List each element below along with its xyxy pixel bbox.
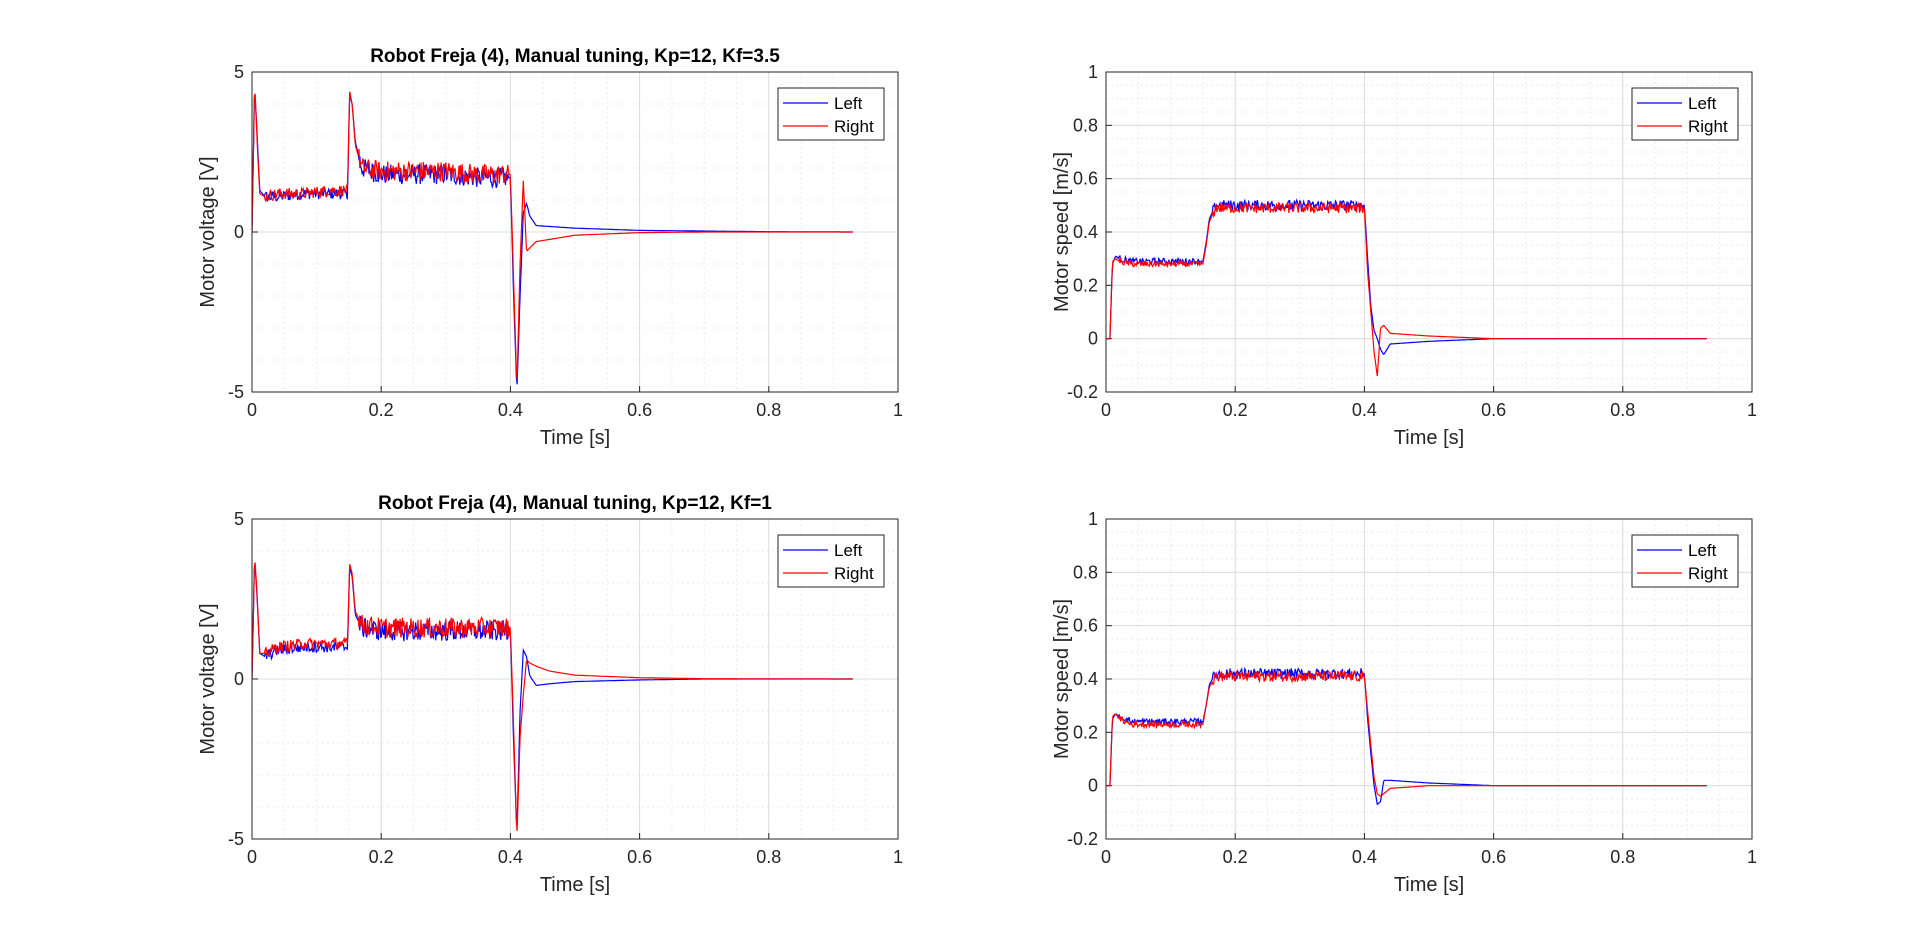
series-line-right — [1106, 201, 1707, 377]
legend-box — [777, 534, 885, 588]
legend-box — [1631, 87, 1739, 141]
y-tick-label: -0.2 — [1067, 829, 1098, 849]
legend: Left Right — [1631, 534, 1739, 588]
y-tick-label: 0.6 — [1073, 169, 1098, 189]
x-tick-label: 0 — [1101, 400, 1111, 420]
x-tick-label: 0.8 — [1610, 847, 1635, 867]
legend-box — [777, 87, 885, 141]
legend-label-left: Left — [834, 94, 863, 113]
axes-box — [1105, 71, 1753, 393]
x-axis-label: Time [s] — [1394, 874, 1464, 896]
axes-box — [251, 71, 899, 393]
legend-label-left: Left — [1688, 541, 1717, 560]
axes-box — [1105, 518, 1753, 840]
x-tick-label: 1 — [1747, 400, 1757, 420]
legend-label-left: Left — [1688, 94, 1717, 113]
x-tick-label: 0.8 — [756, 847, 781, 867]
series-line-right — [1106, 669, 1707, 797]
y-tick-label: 0.4 — [1073, 222, 1098, 242]
legend: Left Right — [777, 534, 885, 588]
y-tick-label: 1 — [1088, 62, 1098, 82]
y-tick-label: 0 — [1088, 329, 1098, 349]
x-tick-label: 0.4 — [1352, 847, 1377, 867]
x-tick-label: 0.6 — [1481, 847, 1506, 867]
legend-box — [1631, 534, 1739, 588]
x-tick-label: 0.2 — [1223, 847, 1248, 867]
y-tick-label: 0.8 — [1073, 562, 1098, 582]
y-tick-label: 0 — [1088, 776, 1098, 796]
legend-label-right: Right — [1688, 564, 1728, 583]
legend-label-right: Right — [834, 117, 874, 136]
x-tick-label: 1 — [893, 847, 903, 867]
x-tick-label: 0.2 — [369, 847, 394, 867]
y-axis-label: Motor voltage [V] — [197, 156, 219, 307]
series-line-right — [252, 91, 853, 379]
y-axis-label: Motor voltage [V] — [197, 603, 219, 754]
y-axis-label: Motor speed [m/s] — [1051, 152, 1073, 312]
x-tick-label: 0.2 — [1223, 400, 1248, 420]
x-tick-label: 0 — [1101, 847, 1111, 867]
x-tick-label: 0.2 — [369, 400, 394, 420]
y-tick-label: 5 — [234, 509, 244, 529]
y-tick-label: 0.8 — [1073, 115, 1098, 135]
y-tick-label: 5 — [234, 62, 244, 82]
y-tick-label: 0.4 — [1073, 669, 1098, 689]
x-tick-label: 0.8 — [756, 400, 781, 420]
legend-label-right: Right — [1688, 117, 1728, 136]
legend-label-left: Left — [834, 541, 863, 560]
y-tick-label: -0.2 — [1067, 382, 1098, 402]
x-tick-label: 0.6 — [627, 400, 652, 420]
y-tick-label: -5 — [228, 829, 244, 849]
y-tick-label: 0 — [234, 222, 244, 242]
x-tick-label: 0.4 — [498, 400, 523, 420]
y-tick-label: 0 — [234, 669, 244, 689]
axes-box — [251, 518, 899, 840]
x-tick-label: 1 — [1747, 847, 1757, 867]
x-tick-label: 0.4 — [1352, 400, 1377, 420]
chart-title: Robot Freja (4), Manual tuning, Kp=12, K… — [378, 493, 772, 514]
x-tick-label: 0 — [247, 847, 257, 867]
y-tick-label: 0.2 — [1073, 275, 1098, 295]
x-tick-label: 0.8 — [1610, 400, 1635, 420]
x-axis-label: Time [s] — [540, 874, 610, 896]
y-tick-label: 0.2 — [1073, 722, 1098, 742]
legend: Left Right — [1631, 87, 1739, 141]
legend: Left Right — [777, 87, 885, 141]
y-tick-label: 1 — [1088, 509, 1098, 529]
y-tick-label: -5 — [228, 382, 244, 402]
x-axis-label: Time [s] — [1394, 427, 1464, 449]
x-tick-label: 1 — [893, 400, 903, 420]
legend-label-right: Right — [834, 564, 874, 583]
y-axis-label: Motor speed [m/s] — [1051, 599, 1073, 759]
x-tick-label: 0 — [247, 400, 257, 420]
x-tick-label: 0.6 — [1481, 400, 1506, 420]
y-tick-label: 0.6 — [1073, 616, 1098, 636]
x-tick-label: 0.6 — [627, 847, 652, 867]
x-tick-label: 0.4 — [498, 847, 523, 867]
series-line-right — [252, 562, 853, 831]
x-axis-label: Time [s] — [540, 427, 610, 449]
chart-title: Robot Freja (4), Manual tuning, Kp=12, K… — [370, 46, 780, 67]
